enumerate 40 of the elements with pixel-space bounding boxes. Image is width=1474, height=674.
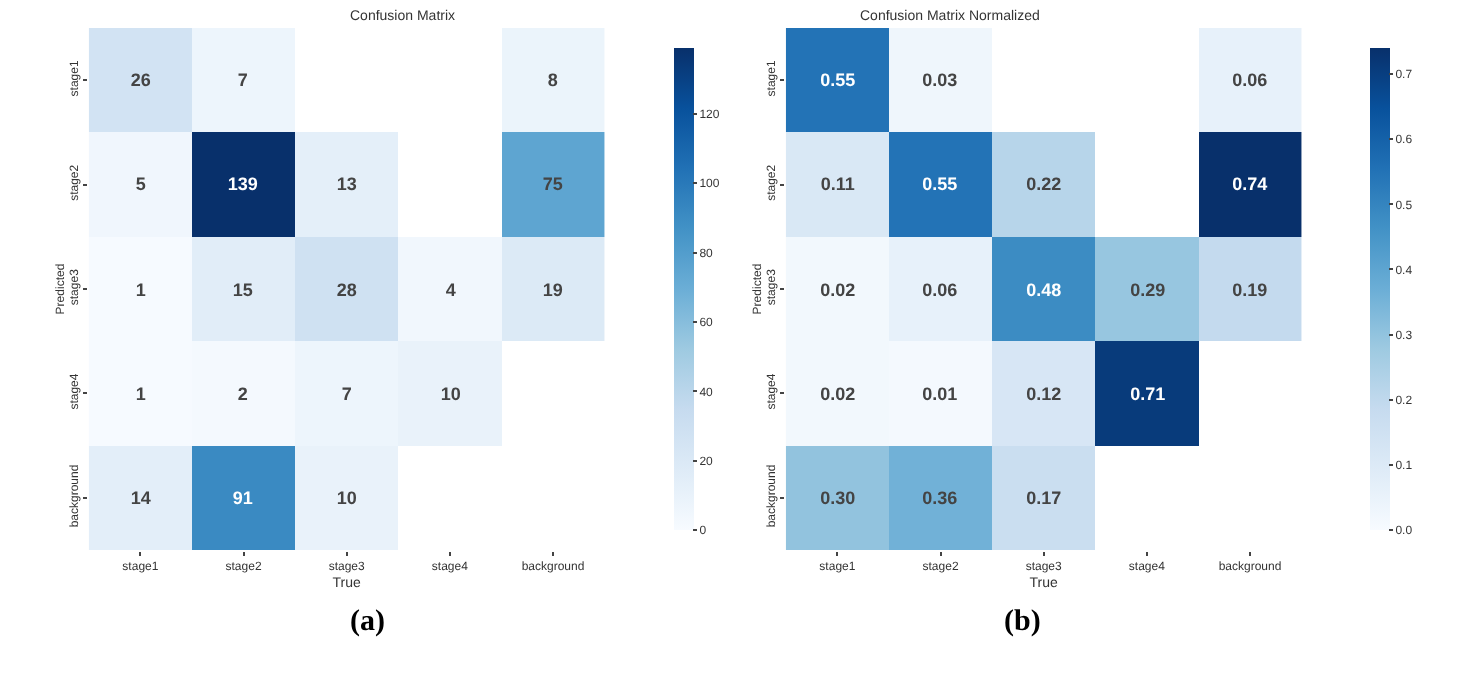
data-label: 0.17 <box>1026 488 1062 509</box>
data-label: 8 <box>547 70 558 91</box>
data-label: 19 <box>542 280 563 301</box>
data-label: 10 <box>336 488 357 509</box>
data-label: 0.06 <box>1232 70 1268 91</box>
data-label: 26 <box>130 70 151 91</box>
data-label: 0.11 <box>820 174 855 195</box>
data-label: 139 <box>227 174 258 195</box>
data-label: 91 <box>232 488 253 509</box>
data-label: 0.01 <box>922 384 958 405</box>
data-label: 0.12 <box>1026 384 1062 405</box>
data-label: 0.02 <box>820 384 856 405</box>
data-label: 0.30 <box>820 488 856 509</box>
data-label: 1 <box>135 384 146 405</box>
text: (b) <box>1004 606 1041 638</box>
data-label: 0.71 <box>1130 384 1166 405</box>
text: (a) <box>350 606 385 638</box>
data-label: 0.48 <box>1026 280 1062 301</box>
data-label: 0.03 <box>922 70 958 91</box>
data-label: 2 <box>237 384 248 405</box>
data-label: 14 <box>130 488 151 509</box>
data-label: 75 <box>542 174 563 195</box>
data-label: 1 <box>135 280 146 301</box>
data-label: 0.19 <box>1232 280 1268 301</box>
data-label: 10 <box>440 384 461 405</box>
data-label: 4 <box>445 280 456 301</box>
data-label: 0.06 <box>922 280 958 301</box>
data-label: 0.29 <box>1130 280 1166 301</box>
data-label: 0.55 <box>820 70 856 91</box>
data-label: 28 <box>336 280 357 301</box>
data-label: 5 <box>135 174 146 195</box>
data-label: 7 <box>341 384 352 405</box>
data-label: 0.36 <box>922 488 958 509</box>
data-label: 13 <box>336 174 357 195</box>
data-label: 7 <box>237 70 248 91</box>
data-label: 0.22 <box>1026 174 1062 195</box>
data-label: 15 <box>232 280 253 301</box>
data-label: 0.55 <box>922 174 958 195</box>
data-label: 0.02 <box>820 280 856 301</box>
data-label: 0.74 <box>1232 174 1268 195</box>
